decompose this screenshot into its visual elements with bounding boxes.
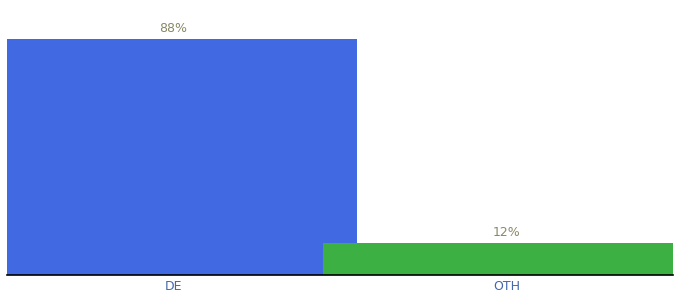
Bar	[0, 39, 356, 275]
Text: 12%: 12%	[492, 226, 520, 239]
Text: 88%: 88%	[160, 22, 188, 35]
Bar	[324, 243, 680, 275]
